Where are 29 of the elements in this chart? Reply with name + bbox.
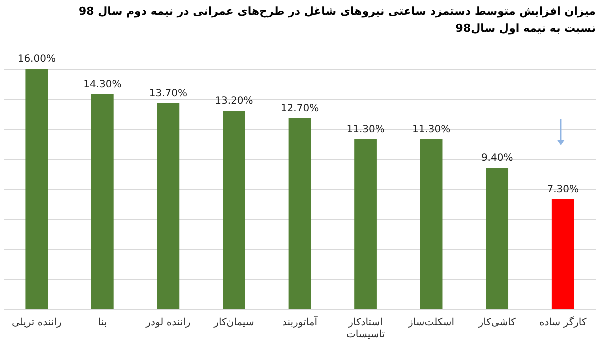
x-tick-label: استادکار تاسیسات (346, 318, 386, 340)
bar (91, 94, 114, 309)
x-tick-label: اسکلت‌ساز (408, 318, 455, 328)
bar (552, 200, 574, 309)
data-label: 11.30% (346, 124, 385, 136)
data-label: 7.30% (547, 184, 579, 196)
data-label: 11.30% (412, 124, 451, 136)
bar (354, 140, 377, 309)
bar (26, 69, 48, 309)
x-tick-label: راننده لودر (145, 318, 191, 328)
x-tick-label: راننده تریلی (12, 318, 62, 328)
bar (420, 140, 443, 309)
data-label: 13.20% (215, 96, 254, 107)
x-tick-label: کاشی‌کار (478, 318, 516, 328)
data-label: 9.40% (481, 153, 514, 164)
bar (223, 111, 246, 309)
chart-title: میزان افزایش متوسط دستمزد ساعتی نیروهای شاغل در طرح‌های عمرانی در نیمه دوم سال 98 (79, 5, 596, 18)
bar (486, 168, 509, 309)
data-label: 13.70% (149, 88, 188, 100)
data-label: 14.30% (84, 80, 122, 90)
data-label: 16.00% (18, 54, 56, 65)
data-label: 12.70% (280, 104, 320, 114)
x-tick-label: کارگر ساده (540, 316, 587, 328)
bar (288, 118, 312, 309)
x-tick-label: بنا (98, 318, 108, 328)
x-tick-label: سیمان‌کار (213, 318, 254, 328)
chart-subtitle: نسبت به نیمه اول سال98 (456, 22, 596, 35)
x-tick-label: آماتوربند (282, 316, 319, 328)
bar (157, 104, 180, 309)
